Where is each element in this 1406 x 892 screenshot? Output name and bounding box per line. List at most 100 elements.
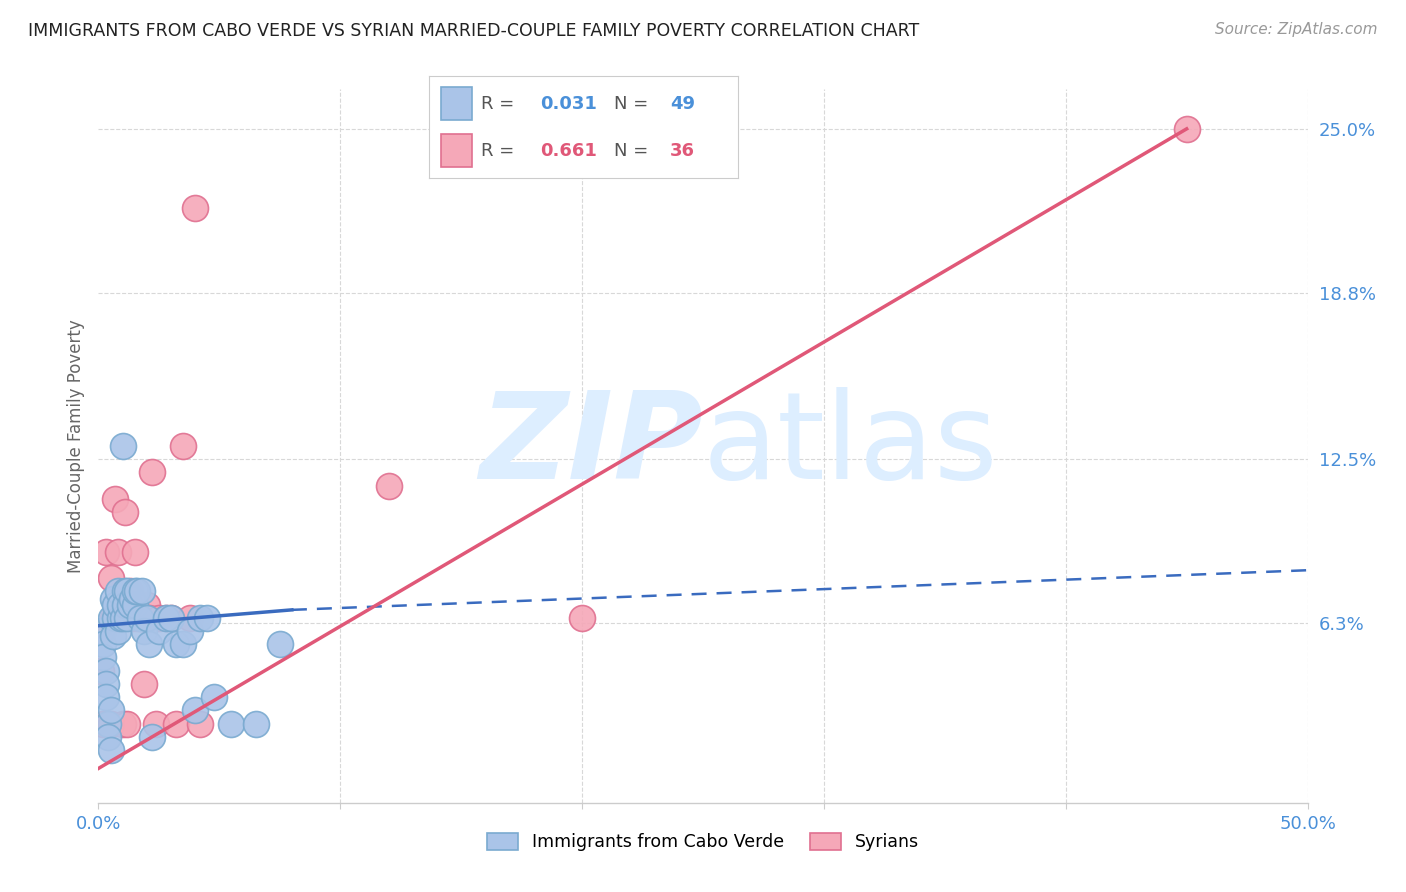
Point [571, 611, 593, 625]
Text: N =: N = [614, 95, 654, 112]
Text: 49: 49 [671, 95, 695, 112]
Text: N =: N = [614, 142, 654, 160]
Point [155, 611, 177, 625]
Point [114, 598, 136, 612]
Point [107, 624, 129, 638]
Point [100, 571, 122, 585]
Point [97, 716, 120, 731]
Point [184, 201, 207, 215]
Point [188, 716, 211, 731]
Text: IMMIGRANTS FROM CABO VERDE VS SYRIAN MARRIED-COUPLE FAMILY POVERTY CORRELATION C: IMMIGRANTS FROM CABO VERDE VS SYRIAN MAR… [28, 22, 920, 40]
Point [377, 478, 399, 492]
Point [94, 664, 117, 678]
Text: R =: R = [481, 95, 520, 112]
Point [101, 629, 124, 643]
Point [90, 664, 112, 678]
Point [90, 624, 112, 638]
Point [94, 690, 117, 704]
Point [165, 716, 187, 731]
Point [160, 611, 183, 625]
Point [97, 730, 120, 744]
Point [160, 611, 183, 625]
FancyBboxPatch shape [441, 87, 472, 120]
Point [184, 703, 207, 717]
Point [117, 716, 139, 731]
Point [269, 637, 291, 651]
Point [91, 637, 114, 651]
Point [121, 611, 143, 625]
Text: Source: ZipAtlas.com: Source: ZipAtlas.com [1215, 22, 1378, 37]
Point [135, 598, 157, 612]
Point [97, 716, 120, 731]
Point [124, 545, 146, 559]
Point [118, 598, 141, 612]
Point [148, 624, 170, 638]
Point [101, 611, 124, 625]
Point [245, 716, 267, 731]
Point [131, 611, 153, 625]
Point [107, 545, 129, 559]
Point [100, 743, 122, 757]
Point [121, 592, 143, 607]
Point [155, 611, 177, 625]
Point [117, 611, 139, 625]
Point [141, 466, 163, 480]
Point [138, 637, 160, 651]
Text: 0.031: 0.031 [540, 95, 598, 112]
Text: R =: R = [481, 142, 520, 160]
Point [114, 505, 136, 519]
Point [131, 584, 153, 599]
Point [91, 716, 114, 731]
Point [118, 584, 141, 599]
Point [128, 611, 150, 625]
Text: 36: 36 [671, 142, 695, 160]
Point [91, 624, 114, 638]
Point [108, 611, 131, 625]
Point [138, 611, 160, 625]
Legend: Immigrants from Cabo Verde, Syrians: Immigrants from Cabo Verde, Syrians [479, 826, 927, 858]
Point [148, 611, 170, 625]
Point [114, 584, 136, 599]
Point [135, 611, 157, 625]
Point [172, 637, 194, 651]
Point [91, 650, 114, 665]
Text: ZIP: ZIP [479, 387, 703, 505]
Point [111, 611, 134, 625]
Point [104, 611, 127, 625]
Point [188, 611, 211, 625]
Point [1175, 121, 1198, 136]
Point [127, 584, 149, 599]
Point [104, 598, 127, 612]
Point [108, 611, 131, 625]
Point [111, 716, 134, 731]
Point [117, 584, 139, 599]
Point [104, 491, 127, 506]
Point [221, 716, 243, 731]
Point [108, 598, 131, 612]
Point [124, 584, 146, 599]
Point [124, 598, 146, 612]
Point [111, 439, 134, 453]
Point [100, 716, 122, 731]
Text: atlas: atlas [703, 387, 998, 505]
Point [134, 677, 156, 691]
Point [94, 545, 117, 559]
Point [172, 439, 194, 453]
Point [179, 611, 201, 625]
Point [204, 690, 226, 704]
Point [94, 677, 117, 691]
Point [128, 611, 150, 625]
Point [134, 624, 156, 638]
Point [100, 611, 122, 625]
Point [195, 611, 218, 625]
Point [179, 624, 201, 638]
Point [141, 730, 163, 744]
Point [127, 611, 149, 625]
Point [101, 592, 124, 607]
Y-axis label: Married-Couple Family Poverty: Married-Couple Family Poverty [66, 319, 84, 573]
Point [100, 703, 122, 717]
Point [145, 716, 167, 731]
FancyBboxPatch shape [441, 135, 472, 167]
Text: 0.661: 0.661 [540, 142, 598, 160]
Point [165, 637, 187, 651]
